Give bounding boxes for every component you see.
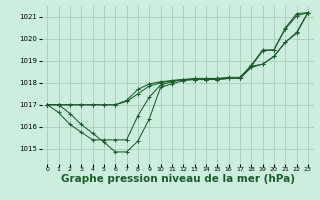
X-axis label: Graphe pression niveau de la mer (hPa): Graphe pression niveau de la mer (hPa): [60, 174, 295, 184]
